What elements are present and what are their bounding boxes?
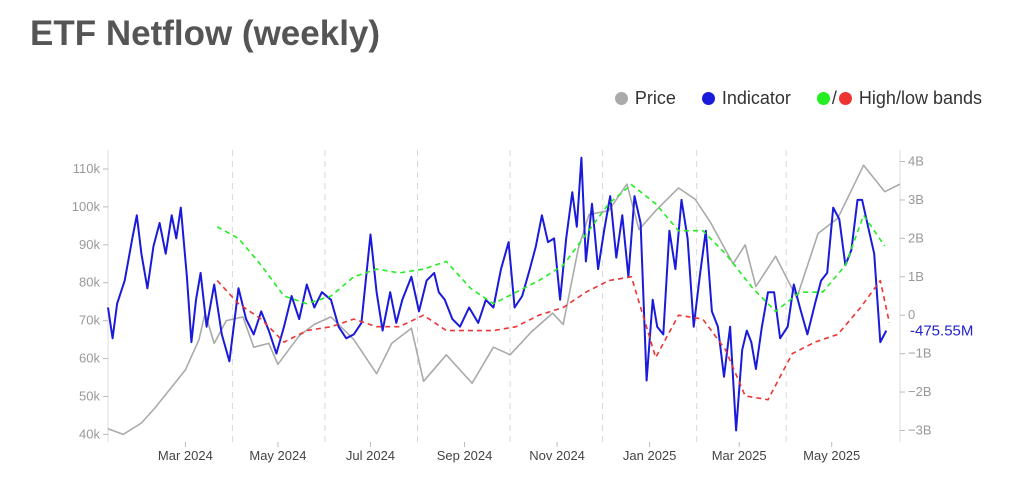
legend-item-bands[interactable]: / High/low bands xyxy=(816,88,982,109)
legend-item-indicator[interactable]: Indicator xyxy=(701,88,791,109)
right-axis-tick-label: −3B xyxy=(908,422,932,437)
left-axis-tick-label: 70k xyxy=(79,313,100,328)
right-axis-tick-label: 1B xyxy=(908,269,924,284)
x-axis-tick-label: May 2024 xyxy=(249,448,306,463)
left-axis-tick-label: 100k xyxy=(72,199,101,214)
right-axis-tick-label: 0 xyxy=(908,307,915,322)
low-band-line xyxy=(216,276,891,401)
left-axis-tick-label: 60k xyxy=(79,351,100,366)
legend: Price Indicator / High/low bands xyxy=(589,88,982,109)
legend-separator: / xyxy=(831,88,837,108)
indicator-legend-marker xyxy=(701,92,715,105)
right-axis-tick-label: −1B xyxy=(908,346,932,361)
x-axis-tick-label: May 2025 xyxy=(803,448,860,463)
x-axis-tick-label: Mar 2024 xyxy=(158,448,213,463)
high-band-legend-marker xyxy=(816,92,830,105)
legend-label-bands: High/low bands xyxy=(858,88,982,108)
indicator-last-value-label: -475.55M xyxy=(910,323,973,340)
right-axis-tick-label: −2B xyxy=(908,384,932,399)
right-axis-tick-label: 2B xyxy=(908,230,924,245)
price-legend-marker xyxy=(614,92,628,105)
x-axis-tick-label: Sep 2024 xyxy=(437,448,493,463)
left-axis-tick-label: 40k xyxy=(79,426,100,441)
chart-title: ETF Netflow (weekly) xyxy=(30,14,381,53)
indicator-line xyxy=(107,156,888,432)
left-axis-tick-label: 80k xyxy=(79,275,100,290)
legend-label-indicator: Indicator xyxy=(721,88,791,108)
right-axis-tick-label: 4B xyxy=(908,154,924,169)
legend-item-price[interactable]: Price xyxy=(614,88,676,109)
x-axis-tick-label: Mar 2025 xyxy=(712,448,767,463)
price-line xyxy=(107,164,901,436)
left-axis-tick-label: 90k xyxy=(79,237,100,252)
x-axis-tick-label: Jul 2024 xyxy=(346,448,395,463)
right-axis-tick-label: 3B xyxy=(908,192,924,207)
high-band-line xyxy=(216,183,886,313)
left-axis-tick-label: 50k xyxy=(79,388,100,403)
x-axis-tick-label: Jan 2025 xyxy=(623,448,677,463)
left-axis-tick-label: 110k xyxy=(73,161,101,176)
x-axis-tick-label: Nov 2024 xyxy=(529,448,585,463)
low-band-legend-marker xyxy=(838,92,852,105)
legend-label-price: Price xyxy=(634,88,676,108)
